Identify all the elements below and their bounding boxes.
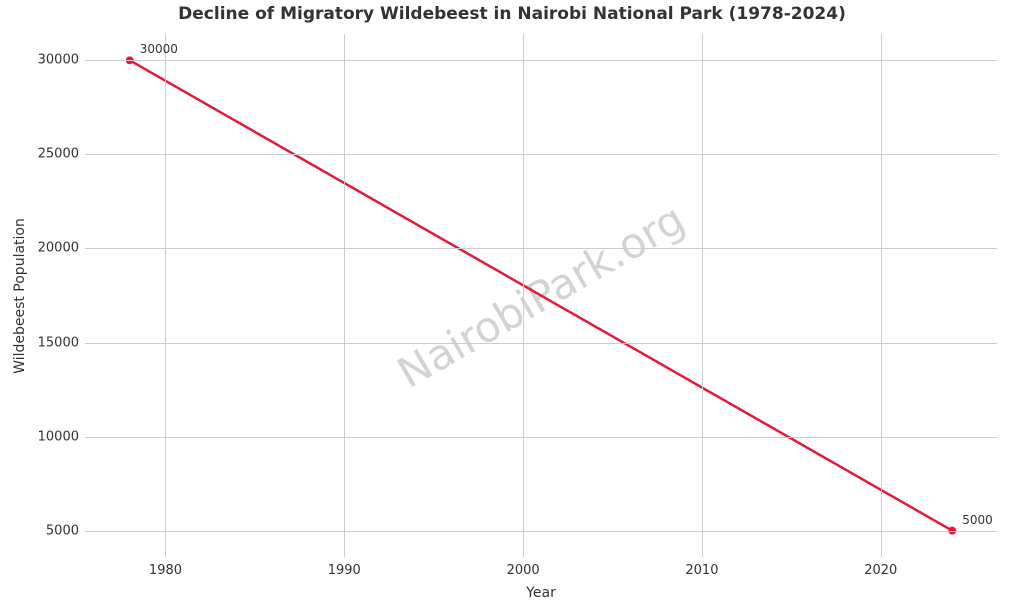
- data-point-label: 30000: [140, 42, 178, 56]
- x-tick-label: 1990: [328, 563, 361, 578]
- grid-line-horizontal: [85, 343, 997, 344]
- x-tick-label: 2020: [864, 563, 897, 578]
- x-axis-label: Year: [526, 585, 556, 601]
- y-tick-label: 25000: [35, 147, 79, 162]
- y-tick-label: 5000: [35, 523, 79, 538]
- grid-line-horizontal: [85, 437, 997, 438]
- y-axis-label: Wildebeest Population: [12, 218, 28, 374]
- y-tick-label: 10000: [35, 429, 79, 444]
- x-tick-label: 2000: [507, 563, 540, 578]
- grid-line-vertical: [702, 34, 703, 557]
- grid-line-vertical: [523, 34, 524, 557]
- chart-container: Decline of Migratory Wildebeest in Nairo…: [0, 0, 1024, 611]
- grid-line-horizontal: [85, 248, 997, 249]
- x-tick-label: 1980: [149, 563, 182, 578]
- y-tick-label: 20000: [35, 241, 79, 256]
- data-point-label: 5000: [962, 513, 993, 527]
- grid-line-horizontal: [85, 531, 997, 532]
- plot-area: NairobiPark.org 300005000: [85, 34, 997, 557]
- line-series: [85, 34, 997, 557]
- y-tick-label: 30000: [35, 53, 79, 68]
- grid-line-horizontal: [85, 60, 997, 61]
- grid-line-vertical: [881, 34, 882, 557]
- chart-title: Decline of Migratory Wildebeest in Nairo…: [0, 4, 1024, 24]
- y-tick-label: 15000: [35, 335, 79, 350]
- x-tick-label: 2010: [685, 563, 718, 578]
- grid-line-vertical: [344, 34, 345, 557]
- grid-line-horizontal: [85, 154, 997, 155]
- grid-line-vertical: [165, 34, 166, 557]
